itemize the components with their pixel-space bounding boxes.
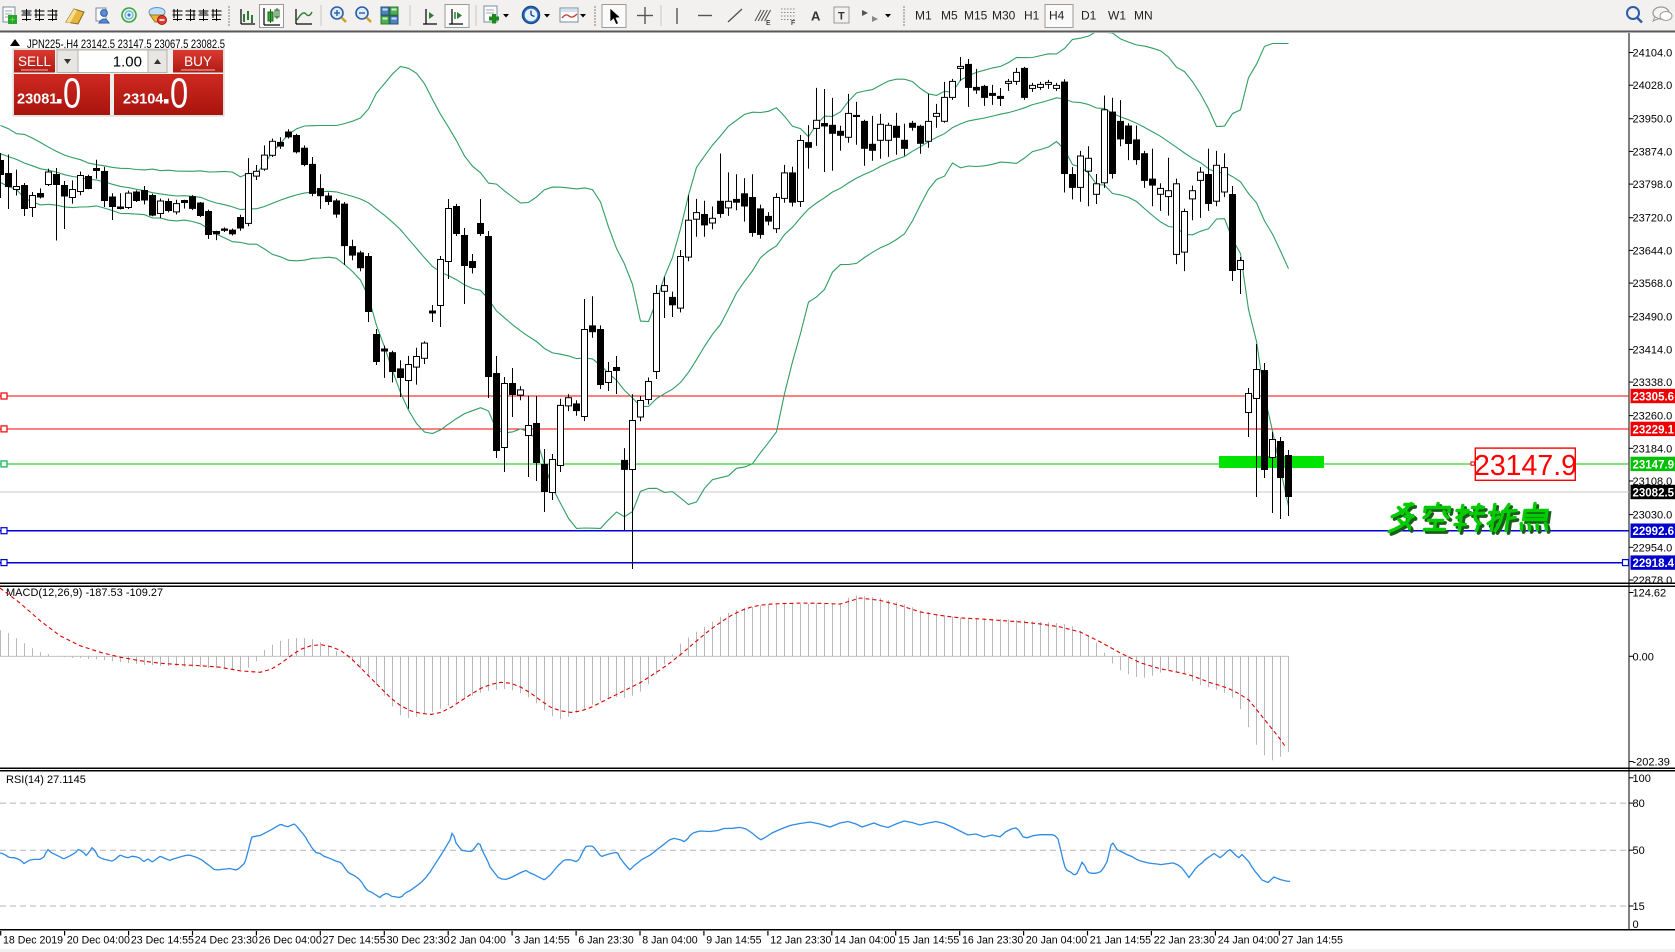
svg-text:24 Dec 23:30: 24 Dec 23:30	[195, 935, 258, 947]
svg-text:15 Jan 14:55: 15 Jan 14:55	[898, 935, 959, 947]
svg-text:21 Jan 14:55: 21 Jan 14:55	[1090, 935, 1151, 947]
svg-text:MACD(12,26,9) -187.53 -109.27: MACD(12,26,9) -187.53 -109.27	[6, 587, 163, 599]
svg-text:T: T	[838, 11, 845, 23]
svg-text:23104: 23104	[123, 92, 163, 108]
svg-text:22878.0: 22878.0	[1633, 575, 1673, 587]
svg-text:24028.0: 24028.0	[1633, 80, 1673, 92]
svg-text:22 Jan 23:30: 22 Jan 23:30	[1154, 935, 1215, 947]
svg-text:23798.0: 23798.0	[1633, 179, 1673, 191]
svg-text:22954.0: 22954.0	[1633, 542, 1673, 554]
svg-text:23 Dec 14:55: 23 Dec 14:55	[131, 935, 194, 947]
svg-text:30 Dec 23:30: 30 Dec 23:30	[387, 935, 450, 947]
svg-text:D1: D1	[1081, 9, 1097, 23]
svg-text:23950.0: 23950.0	[1633, 114, 1673, 126]
svg-text:23082.5: 23082.5	[1633, 488, 1675, 500]
svg-text:27 Jan 14:55: 27 Jan 14:55	[1282, 935, 1343, 947]
svg-text:24 Jan 04:00: 24 Jan 04:00	[1218, 935, 1279, 947]
svg-text:22918.4: 22918.4	[1633, 558, 1675, 570]
svg-text:M15: M15	[964, 9, 988, 23]
svg-text:M5: M5	[941, 9, 958, 23]
svg-text:50: 50	[1633, 845, 1645, 857]
svg-text:26 Dec 04:00: 26 Dec 04:00	[259, 935, 322, 947]
svg-text:0: 0	[1633, 919, 1639, 931]
svg-text:9 Jan 14:55: 9 Jan 14:55	[706, 935, 761, 947]
svg-text:23030.0: 23030.0	[1633, 510, 1673, 522]
svg-text:23644.0: 23644.0	[1633, 245, 1673, 257]
svg-text:23490.0: 23490.0	[1633, 312, 1673, 324]
svg-text:0: 0	[170, 69, 188, 117]
svg-text:0.00: 0.00	[1633, 651, 1654, 663]
svg-text:23874.0: 23874.0	[1633, 146, 1673, 158]
svg-text:23568.0: 23568.0	[1633, 278, 1673, 290]
svg-text:24104.0: 24104.0	[1633, 48, 1673, 60]
svg-text:1.00: 1.00	[113, 54, 142, 71]
svg-text:23147.9: 23147.9	[1474, 450, 1577, 482]
svg-text:JPN225-,H4 23142.5 23147.5 23: JPN225-,H4 23142.5 23147.5 23067.5 23082…	[27, 37, 225, 51]
svg-text:23184.0: 23184.0	[1633, 443, 1673, 455]
svg-text:SELL: SELL	[18, 54, 52, 69]
svg-text:H4: H4	[1049, 9, 1065, 23]
svg-text:23720.0: 23720.0	[1633, 213, 1673, 225]
svg-text:23081: 23081	[17, 92, 57, 108]
svg-text:M1: M1	[915, 9, 932, 23]
svg-text:23260.0: 23260.0	[1633, 411, 1673, 423]
svg-text:8 Jan 04:00: 8 Jan 04:00	[642, 935, 697, 947]
svg-text:0: 0	[63, 69, 81, 117]
svg-text:MN: MN	[1134, 9, 1153, 23]
svg-text:M30: M30	[992, 9, 1016, 23]
svg-text:23229.1: 23229.1	[1633, 424, 1675, 436]
svg-text:27 Dec 14:55: 27 Dec 14:55	[323, 935, 386, 947]
svg-text:A: A	[811, 9, 821, 24]
svg-text:20 Jan 04:00: 20 Jan 04:00	[1026, 935, 1087, 947]
svg-text:E: E	[766, 20, 771, 27]
svg-text:23414.0: 23414.0	[1633, 344, 1673, 356]
svg-text:3 Jan 14:55: 3 Jan 14:55	[514, 935, 569, 947]
svg-text:W1: W1	[1108, 9, 1126, 23]
svg-text:6 Jan 23:30: 6 Jan 23:30	[578, 935, 633, 947]
svg-text:16 Jan 23:30: 16 Jan 23:30	[962, 935, 1023, 947]
svg-text:BUY: BUY	[184, 54, 212, 69]
svg-text:23147.9: 23147.9	[1633, 459, 1675, 471]
svg-text:18 Dec 2019: 18 Dec 2019	[3, 935, 63, 947]
svg-text:100: 100	[1633, 773, 1651, 785]
svg-text:12 Jan 23:30: 12 Jan 23:30	[770, 935, 831, 947]
svg-text:15: 15	[1633, 901, 1645, 913]
svg-text:-202.39: -202.39	[1633, 757, 1670, 769]
svg-text:23338.0: 23338.0	[1633, 377, 1673, 389]
svg-text:RSI(14) 27.1145: RSI(14) 27.1145	[6, 774, 86, 786]
svg-text:F: F	[791, 20, 795, 27]
svg-text:20 Dec 04:00: 20 Dec 04:00	[67, 935, 130, 947]
svg-text:80: 80	[1633, 798, 1645, 810]
svg-text:2 Jan 04:00: 2 Jan 04:00	[451, 935, 506, 947]
svg-text:124.62: 124.62	[1633, 588, 1667, 600]
svg-text:23305.6: 23305.6	[1633, 392, 1675, 404]
svg-text:H1: H1	[1024, 9, 1040, 23]
svg-text:22992.6: 22992.6	[1633, 526, 1675, 538]
svg-text:14 Jan 04:00: 14 Jan 04:00	[834, 935, 895, 947]
